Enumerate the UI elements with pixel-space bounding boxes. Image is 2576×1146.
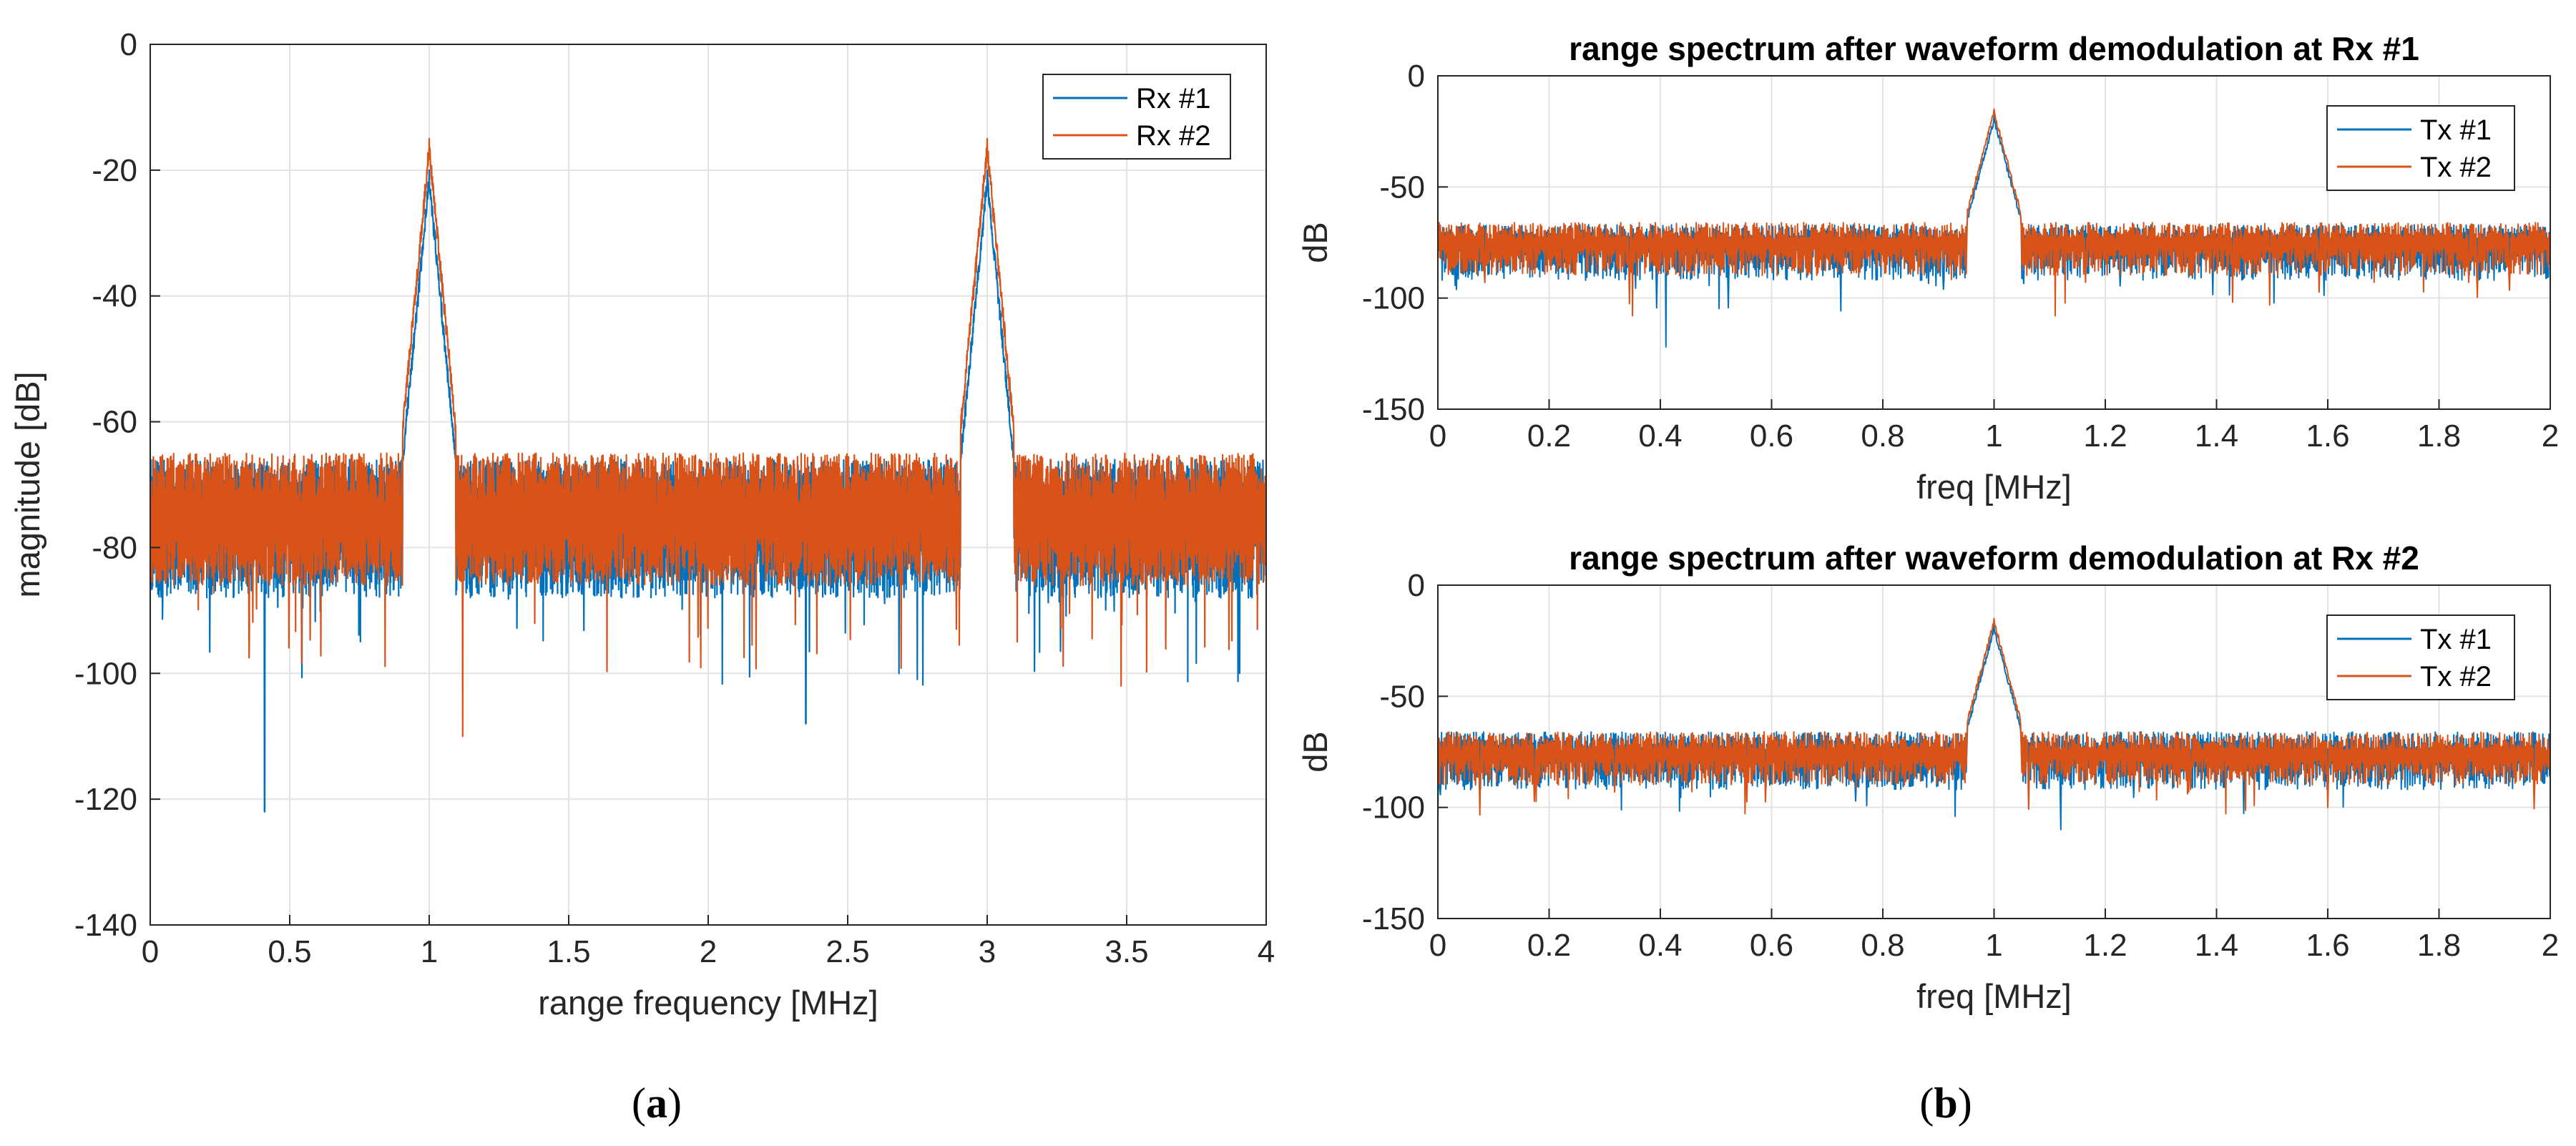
chart-title: range spectrum after waveform demodulati… [1569,539,2419,577]
x-axis-label: freq [MHz] [1916,468,2072,506]
series-group [150,137,1266,813]
y-tick-label: -50 [1379,679,1425,714]
series-line-2 [150,137,1266,738]
legend: Tx #1 Tx #2 [2326,614,2515,700]
x-tick-label: 1.2 [2083,928,2127,963]
x-axis-label: freq [MHz] [1916,977,2072,1015]
y-tick-label: 0 [120,27,137,62]
y-tick-label: -80 [92,530,137,565]
x-tick-label: 1 [1985,928,2002,963]
caption-a-letter: a [646,1079,667,1127]
legend-label-1: Tx #1 [2420,624,2492,655]
legend: Rx #1 Rx #2 [1042,74,1231,160]
x-tick-label: 2 [2542,928,2559,963]
x-tick-label: 0 [1429,418,1446,454]
x-tick-label: 0.8 [1861,418,1904,454]
legend-box [1042,74,1231,160]
x-tick-label: 1.5 [547,934,590,969]
y-tick-label: -120 [74,782,137,817]
chart-a: 0 0.5 1 1.5 2 2.5 3 3.5 4 -140 -120 -100 -80 -60 -40 -2… [9,27,1275,1022]
legend-label-2: Tx #2 [2420,152,2492,183]
caption-b-letter: b [1934,1079,1957,1127]
y-tick-label: 0 [1408,59,1425,94]
legend: Tx #1 Tx #2 [2326,105,2515,191]
x-tick-label: 0.8 [1861,928,1904,963]
x-tick-label: 1.8 [2417,928,2461,963]
y-tick-label: -150 [1362,901,1425,936]
series-line-2 [1438,617,2550,816]
x-tick-label: 2.5 [826,934,869,969]
x-tick-label: 0.2 [1527,928,1571,963]
y-axis-label: dB [1296,731,1334,773]
legend-box [2326,614,2515,700]
y-tick-label: -140 [74,908,137,943]
y-axis-label: magnitude [dB] [9,371,46,597]
x-tick-label: 0 [142,934,159,969]
x-tick-label: 2 [2542,418,2559,454]
chart-b1: 0 0.2 0.4 0.6 0.8 1 1.2 1.4 1.6 1.8 2 -150 -100 -50 0 f… [1296,30,2559,506]
y-tick-label: -100 [1362,790,1425,826]
y-axis-label: dB [1296,222,1334,263]
chart-title: range spectrum after waveform demodulati… [1569,30,2419,67]
legend-label-2: Tx #2 [2420,661,2492,692]
x-tick-label: 0 [1429,928,1446,963]
x-tick-label: 1.4 [2195,928,2238,963]
series-group [1438,617,2550,831]
series-line-2 [1438,108,2550,317]
y-tick-label: -60 [92,405,137,440]
x-axis-label: range frequency [MHz] [538,984,878,1022]
x-tick-label: 4 [1258,934,1275,969]
x-tick-label: 3.5 [1105,934,1148,969]
x-tick-label: 0.6 [1750,928,1793,963]
legend-box [2326,105,2515,191]
x-tick-label: 1.6 [2306,418,2349,454]
x-tick-label: 0.2 [1527,418,1571,454]
x-tick-label: 1 [1985,418,2002,454]
x-tick-label: 0.5 [268,934,311,969]
chart-b2: 0 0.2 0.4 0.6 0.8 1 1.2 1.4 1.6 1.8 2 -150 -100 -50 0 f… [1296,539,2559,1015]
y-tick-label: -100 [74,656,137,691]
y-tick-label: -100 [1362,281,1425,316]
caption-b: (b) [1919,1079,1972,1127]
x-tick-label: 0.6 [1750,418,1793,454]
caption-a: (a) [632,1079,682,1127]
x-tick-label: 3 [979,934,996,969]
y-tick-label: 0 [1408,568,1425,603]
legend-label-2: Rx #2 [1136,120,1211,152]
legend-label-1: Tx #1 [2420,114,2492,146]
x-tick-label: 1.8 [2417,418,2461,454]
series-group [1438,108,2550,348]
y-tick-label: -150 [1362,392,1425,427]
y-tick-label: -50 [1379,170,1425,205]
y-tick-label: -20 [92,153,137,188]
x-tick-label: 0.4 [1638,418,1682,454]
x-tick-label: 1.2 [2083,418,2127,454]
y-tick-label: -40 [92,279,137,314]
x-tick-label: 1.4 [2195,418,2238,454]
x-tick-label: 2 [700,934,717,969]
x-tick-label: 1.6 [2306,928,2349,963]
legend-label-1: Rx #1 [1136,83,1211,114]
x-tick-label: 0.4 [1638,928,1682,963]
x-tick-label: 1 [421,934,438,969]
